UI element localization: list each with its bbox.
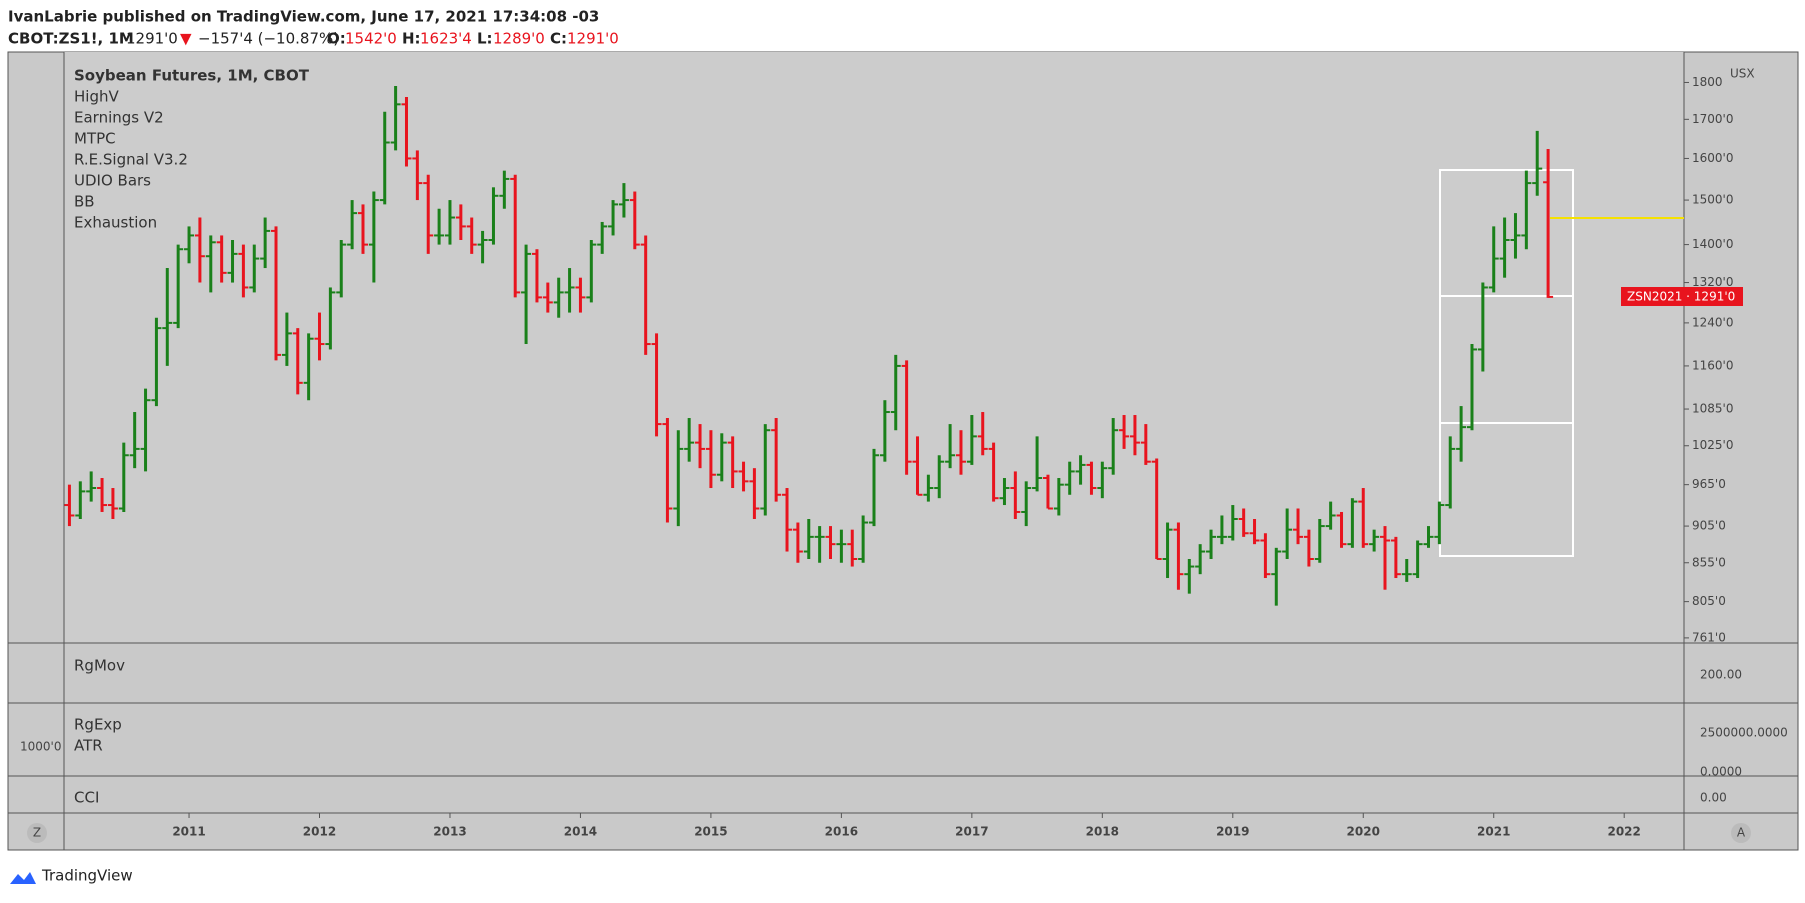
last: 1291'0 (126, 30, 178, 48)
c: 1291'0 (567, 30, 619, 48)
legend-item: Soybean Futures, 1M, CBOT (74, 67, 310, 85)
y-tick-label: 855'0 (1692, 555, 1726, 569)
currency: USX (1730, 67, 1755, 81)
publisher: IvanLabrie published on TradingView.com,… (8, 8, 599, 26)
y-tick-label: 761'0 (1692, 630, 1726, 644)
pane-label: ATR (74, 737, 103, 755)
y-tick-label: 1025'0 (1692, 438, 1733, 452)
y-tick-label: 1800 (1692, 75, 1723, 89)
footer: TradingView (41, 867, 133, 885)
l-label: L: (477, 30, 493, 48)
legend-item: UDIO Bars (74, 172, 151, 190)
button[interactable] (1731, 823, 1751, 843)
l: 1289'0 (493, 30, 545, 48)
y-tick-label: 1600'0 (1692, 151, 1733, 165)
pane-tick: 2500000.0000 (1700, 726, 1788, 740)
x-tick-label: 2014 (564, 825, 597, 839)
y-tick-label: 905'0 (1692, 519, 1726, 533)
arrow: ▼ (180, 30, 192, 48)
o: 1542'0 (345, 30, 397, 48)
symbol: CBOT:ZS1!, 1M (8, 30, 134, 48)
legend-item: Exhaustion (74, 214, 157, 232)
x-tick-label: 2021 (1477, 825, 1510, 839)
x-tick-label: 2022 (1607, 825, 1640, 839)
pane-tick: 200.00 (1700, 668, 1742, 682)
x-tick-label: 2015 (694, 825, 727, 839)
legend: Soybean Futures, 1M, CBOT HighV Earnings… (74, 67, 310, 232)
x-tick-label: 2019 (1216, 825, 1249, 839)
annotation-box (1439, 169, 1574, 557)
change: −157'4 (−10.87%) (198, 30, 339, 48)
legend-item: BB (74, 193, 95, 211)
x-tick-label: 2018 (1086, 825, 1119, 839)
pane-label: RgMov (74, 657, 125, 675)
x-tick-label: 2011 (172, 825, 205, 839)
y-tick-label: 805'0 (1692, 594, 1726, 608)
c-label: C: (550, 30, 567, 48)
y-tick-label: 1240'0 (1692, 315, 1733, 329)
x-tick-label: 2017 (955, 825, 988, 839)
y-tick-label: 1320'0 (1692, 275, 1733, 289)
pane-tick: 1000'0 (20, 740, 61, 754)
y-tick-label: 1400'0 (1692, 237, 1733, 251)
button-label[interactable]: Z (33, 826, 41, 840)
pane-label: CCI (74, 789, 99, 807)
y-tick-label: 965'0 (1692, 477, 1726, 491)
x-tick-label: 2020 (1347, 825, 1380, 839)
logo (10, 872, 36, 884)
y-tick-label: 1085'0 (1692, 402, 1733, 416)
pane-label: RgExp (74, 716, 122, 734)
legend-item: R.E.Signal V3.2 (74, 151, 188, 169)
button-label[interactable]: A (1737, 826, 1746, 840)
h-label: H: (402, 30, 421, 48)
legend-item: MTPC (74, 130, 116, 148)
price-tag (1621, 287, 1743, 306)
o-label: O: (327, 30, 346, 48)
legend-item: HighV (74, 88, 119, 106)
legend-item: Earnings V2 (74, 109, 164, 127)
pane-tick: 0.0000 (1700, 765, 1742, 779)
y-tick-label: 1500'0 (1692, 193, 1733, 207)
price-pane (64, 52, 1684, 643)
h: 1623'4 (420, 30, 472, 48)
pane-tick: 0.00 (1700, 791, 1727, 805)
price-tag-text: ZSN2021 · 1291'0 (1627, 290, 1735, 304)
x-tick-label: 2016 (825, 825, 858, 839)
symbol-line: CBOT:ZS1!, 1M 1291'0 ▼ −157'4 (−10.87%) … (8, 30, 619, 48)
button[interactable] (27, 823, 47, 843)
y-tick-label: 1160'0 (1692, 358, 1733, 372)
y-tick-label: 1700'0 (1692, 112, 1733, 126)
x-tick-label: 2012 (303, 825, 336, 839)
x-tick-label: 2013 (433, 825, 466, 839)
